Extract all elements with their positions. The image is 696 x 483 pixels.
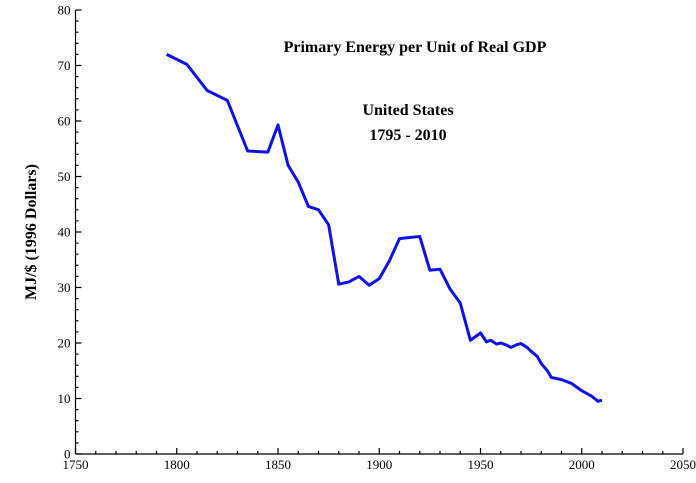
y-tick-label: 20 [58,336,71,351]
annotation: 1795 - 2010 [369,127,446,144]
y-tick-label: 50 [58,169,71,184]
x-tick-label: 2050 [670,457,696,472]
y-tick-label: 40 [58,225,71,240]
y-tick-label: 80 [58,3,71,18]
y-tick-label: 10 [58,391,71,406]
x-tick-label: 1950 [468,457,494,472]
chart-title: Primary Energy per Unit of Real GDP [284,39,547,56]
x-tick-label: 2000 [569,457,595,472]
y-axis-label: MJ/$ (1996 Dollars) [23,164,40,300]
x-tick-label: 1750 [63,457,89,472]
y-tick-label: 30 [58,280,71,295]
data-line [165,53,603,403]
annotation: United States [362,102,453,119]
x-tick-label: 1800 [164,457,190,472]
y-tick-label: 70 [58,58,71,73]
x-tick-label: 1850 [265,457,291,472]
y-tick-label: 0 [64,447,71,462]
x-tick-label: 1900 [366,457,392,472]
y-tick-label: 60 [58,114,71,129]
